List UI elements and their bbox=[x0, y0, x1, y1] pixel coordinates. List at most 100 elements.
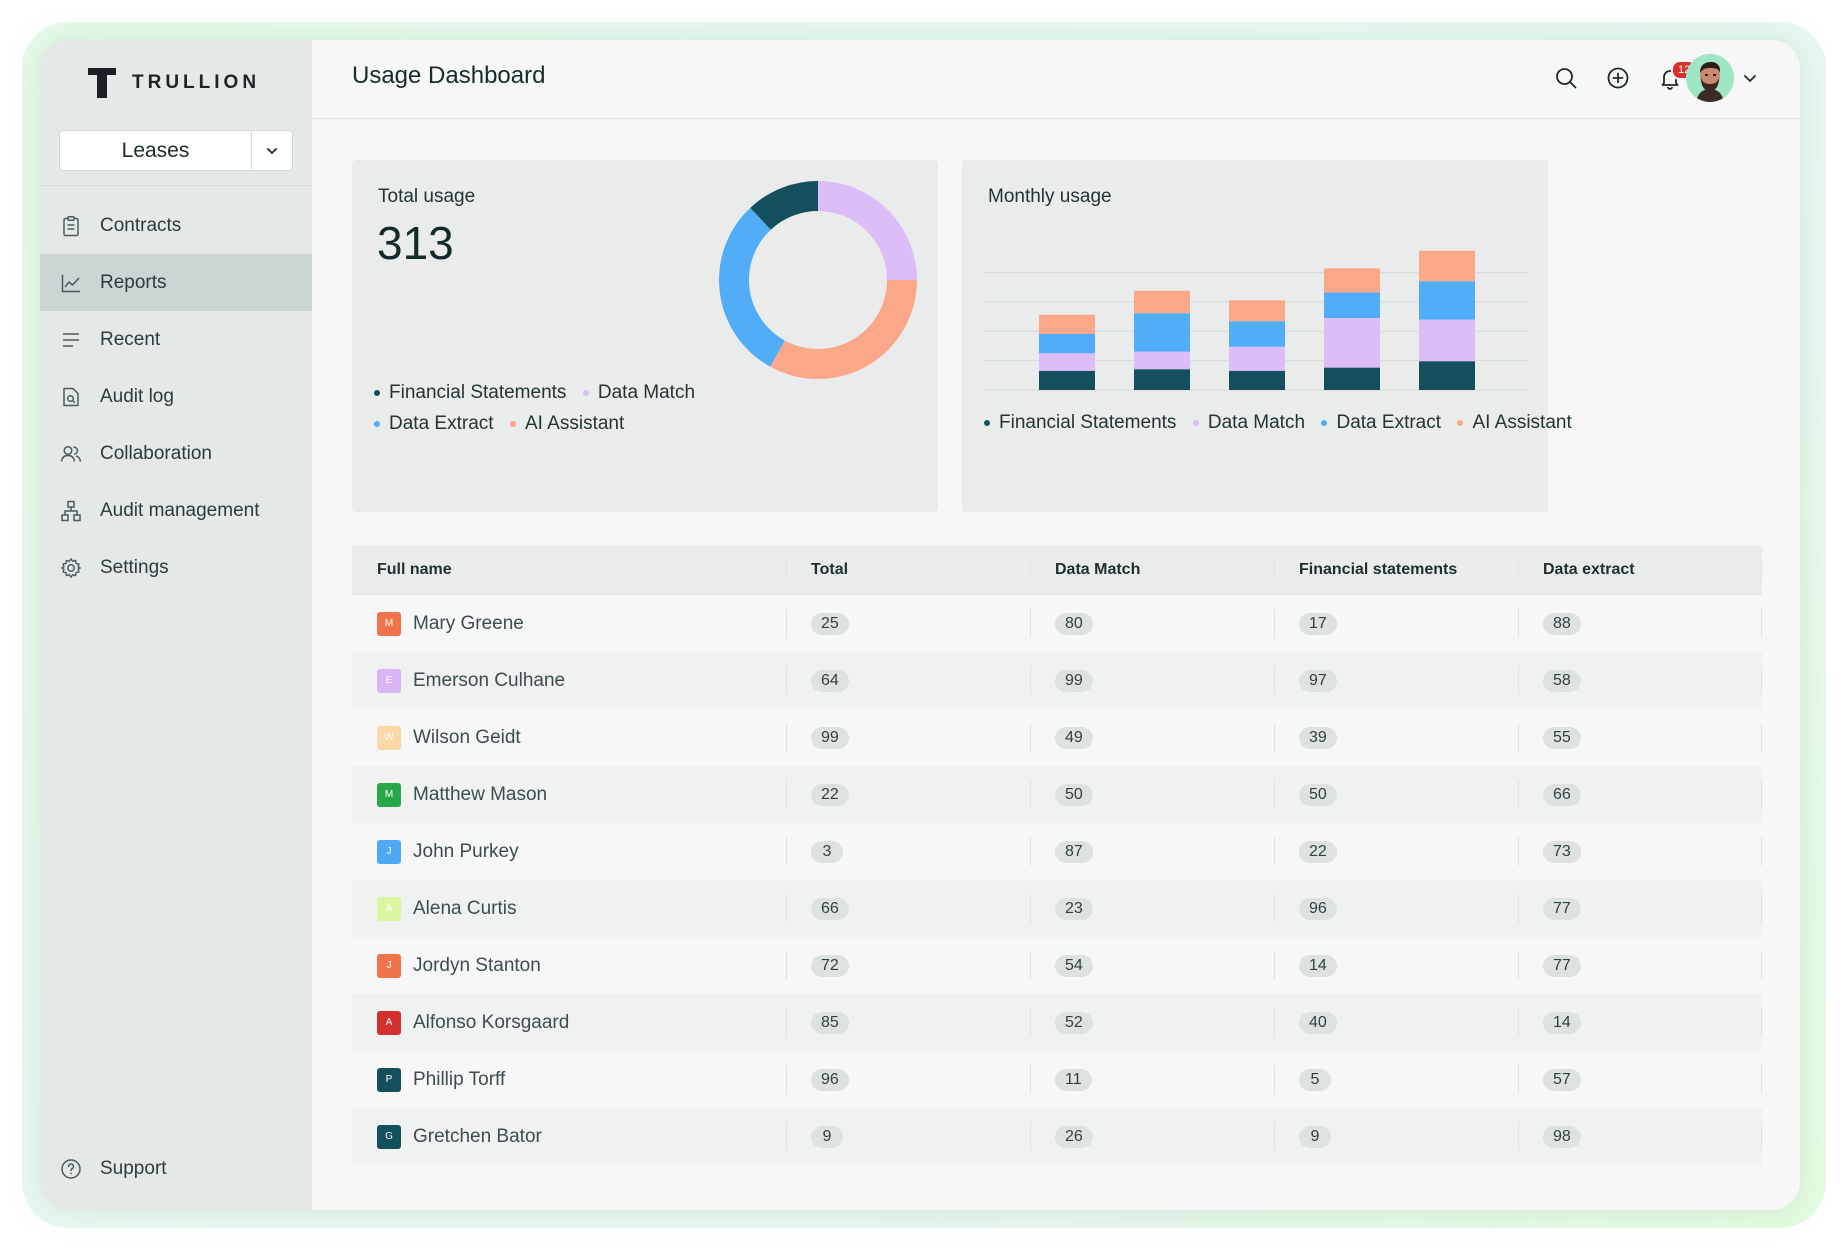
bar-segment-data-match[interactable] bbox=[1419, 319, 1475, 362]
donut-slice-ai-assistant[interactable] bbox=[770, 280, 917, 379]
column-header-financial-statements[interactable]: Financial statements bbox=[1274, 546, 1518, 594]
total-usage-label: Total usage bbox=[378, 186, 476, 207]
value-pill: 57 bbox=[1543, 1068, 1581, 1091]
bar-segment-data-extract[interactable] bbox=[1419, 281, 1475, 320]
user-name: Matthew Mason bbox=[413, 783, 548, 805]
cell-full-name: E Emerson Culhane bbox=[352, 652, 786, 709]
gear-icon bbox=[60, 557, 82, 579]
bar-segment-financial-statements[interactable] bbox=[1324, 367, 1380, 390]
cell-full-name: P Phillip Torff bbox=[352, 1051, 786, 1108]
add-button[interactable] bbox=[1604, 64, 1632, 92]
cell-data-match: 50 bbox=[1030, 766, 1274, 823]
bar-segment-financial-statements[interactable] bbox=[1419, 361, 1475, 390]
cell-total: 66 bbox=[786, 880, 1030, 937]
donut-slice-financial-statements[interactable] bbox=[750, 181, 818, 230]
sidebar: TRULLION Leases Contracts Reports Recent Au… bbox=[40, 40, 312, 1210]
column-header-data-extract[interactable]: Data extract bbox=[1518, 546, 1762, 594]
table-row[interactable]: P Phillip Torff 96 11 5 57 bbox=[352, 1051, 1762, 1108]
sidebar-item-reports[interactable]: Reports bbox=[40, 254, 312, 311]
bar-segment-ai-assistant[interactable] bbox=[1134, 290, 1190, 314]
value-pill: 26 bbox=[1055, 1125, 1093, 1148]
module-selector-toggle[interactable] bbox=[251, 131, 292, 170]
search-button[interactable] bbox=[1552, 64, 1580, 92]
bar-segment-data-match[interactable] bbox=[1324, 318, 1380, 368]
value-pill: 50 bbox=[1055, 783, 1093, 806]
bar-segment-financial-statements[interactable] bbox=[1134, 369, 1190, 390]
list-icon bbox=[60, 329, 82, 351]
sidebar-item-recent[interactable]: Recent bbox=[40, 311, 312, 368]
user-initial-badge: J bbox=[377, 839, 401, 864]
notifications-button[interactable]: 12 bbox=[1656, 60, 1698, 92]
sidebar-item-contracts[interactable]: Contracts bbox=[40, 197, 312, 254]
monthly-usage-legend: Financial Statements Data Match Data Ext… bbox=[984, 412, 1572, 434]
table-row[interactable]: G Gretchen Bator 9 26 9 98 bbox=[352, 1108, 1762, 1165]
value-pill: 55 bbox=[1543, 726, 1581, 749]
bar-segment-ai-assistant[interactable] bbox=[1039, 314, 1095, 334]
bar-segment-financial-statements[interactable] bbox=[1039, 370, 1095, 390]
bar-segment-data-extract[interactable] bbox=[1134, 313, 1190, 352]
user-name: Emerson Culhane bbox=[413, 669, 566, 691]
cell-full-name: M Matthew Mason bbox=[352, 766, 786, 823]
user-name: Jordyn Stanton bbox=[413, 954, 541, 976]
cell-data-extract: 55 bbox=[1518, 709, 1762, 766]
bar-segment-ai-assistant[interactable] bbox=[1419, 250, 1475, 282]
sidebar-item-collaboration[interactable]: Collaboration bbox=[40, 425, 312, 482]
value-pill: 64 bbox=[811, 669, 849, 692]
bar-segment-data-match[interactable] bbox=[1229, 346, 1285, 371]
bar-segment-data-match[interactable] bbox=[1039, 353, 1095, 371]
account-menu-toggle[interactable] bbox=[1740, 68, 1760, 88]
sidebar-item-audit-log[interactable]: Audit log bbox=[40, 368, 312, 425]
table-row[interactable]: M Matthew Mason 22 50 50 66 bbox=[352, 766, 1762, 823]
table-row[interactable]: W Wilson Geidt 99 49 39 55 bbox=[352, 709, 1762, 766]
sidebar-item-label: Audit management bbox=[100, 499, 260, 521]
sidebar-item-settings[interactable]: Settings bbox=[40, 539, 312, 596]
cell-total: 72 bbox=[786, 937, 1030, 994]
table-row[interactable]: A Alfonso Korsgaard 85 52 40 14 bbox=[352, 994, 1762, 1051]
cell-full-name: W Wilson Geidt bbox=[352, 709, 786, 766]
bar-segment-data-extract[interactable] bbox=[1039, 334, 1095, 354]
bar-segment-data-extract[interactable] bbox=[1229, 321, 1285, 347]
users-icon bbox=[60, 443, 82, 465]
column-header-data-match[interactable]: Data Match bbox=[1030, 546, 1274, 594]
sidebar-item-support[interactable]: Support bbox=[40, 1152, 312, 1186]
legend-item-financial-statements: Financial Statements bbox=[374, 382, 566, 404]
user-name: Mary Greene bbox=[413, 612, 524, 634]
value-pill: 54 bbox=[1055, 954, 1093, 977]
value-pill: 96 bbox=[1299, 897, 1337, 920]
top-bar: Usage Dashboard 12 bbox=[312, 40, 1800, 119]
value-pill: 23 bbox=[1055, 897, 1093, 920]
cell-financial-statements: 40 bbox=[1274, 994, 1518, 1051]
value-pill: 50 bbox=[1299, 783, 1337, 806]
column-header-full-name[interactable]: Full name bbox=[377, 561, 452, 578]
value-pill: 99 bbox=[811, 726, 849, 749]
bar-segment-data-match[interactable] bbox=[1134, 351, 1190, 370]
cell-total: 25 bbox=[786, 595, 1030, 652]
table-row[interactable]: M Mary Greene 25 80 17 88 bbox=[352, 595, 1762, 652]
column-header-total[interactable]: Total bbox=[786, 546, 1030, 594]
table-row[interactable]: J John Purkey 3 87 22 73 bbox=[352, 823, 1762, 880]
total-usage-card: Total usage 313 Financial Statements Dat… bbox=[352, 160, 938, 512]
bar-segment-ai-assistant[interactable] bbox=[1229, 300, 1285, 322]
donut-slice-data-match[interactable] bbox=[818, 181, 917, 280]
bar-segment-financial-statements[interactable] bbox=[1229, 370, 1285, 390]
sidebar-nav: Contracts Reports Recent Audit log Collabora… bbox=[40, 197, 312, 596]
brand-logo[interactable]: TRULLION bbox=[88, 66, 260, 100]
value-pill: 73 bbox=[1543, 840, 1581, 863]
app-window: TRULLION Leases Contracts Reports Recent Au… bbox=[40, 40, 1800, 1210]
cell-data-extract: 73 bbox=[1518, 823, 1762, 880]
table-row[interactable]: E Emerson Culhane 64 99 97 58 bbox=[352, 652, 1762, 709]
avatar[interactable] bbox=[1686, 54, 1734, 102]
help-circle-icon bbox=[60, 1158, 82, 1180]
module-selector[interactable]: Leases bbox=[59, 130, 293, 171]
table-row[interactable]: A Alena Curtis 66 23 96 77 bbox=[352, 880, 1762, 937]
donut-slice-data-extract[interactable] bbox=[719, 207, 785, 367]
value-pill: 88 bbox=[1543, 612, 1581, 635]
sidebar-item-audit-management[interactable]: Audit management bbox=[40, 482, 312, 539]
cell-full-name: M Mary Greene bbox=[352, 595, 786, 652]
cell-financial-statements: 9 bbox=[1274, 1108, 1518, 1165]
table-row[interactable]: J Jordyn Stanton 72 54 14 77 bbox=[352, 937, 1762, 994]
bar-segment-data-extract[interactable] bbox=[1324, 292, 1380, 318]
user-name: Phillip Torff bbox=[413, 1068, 506, 1090]
bar-segment-ai-assistant[interactable] bbox=[1324, 268, 1380, 293]
cell-financial-statements: 50 bbox=[1274, 766, 1518, 823]
